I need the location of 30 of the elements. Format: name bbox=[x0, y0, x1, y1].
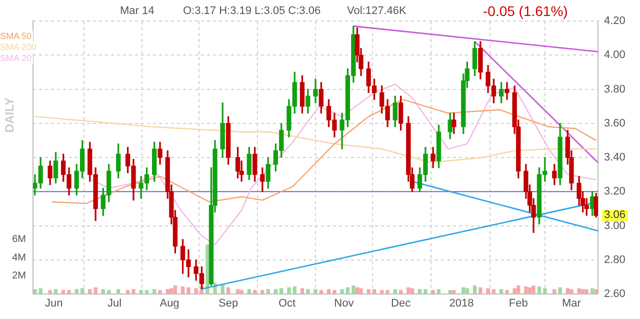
x-tick-label: Nov bbox=[334, 298, 354, 310]
text: SMA 20 bbox=[0, 53, 33, 64]
x-tick-label: 2018 bbox=[449, 298, 474, 310]
y-tick-label: 4.20 bbox=[604, 15, 626, 28]
y-tick-label: 3.60 bbox=[604, 117, 626, 130]
x-tick-label: Sep bbox=[218, 298, 238, 310]
x-tick-label: Dec bbox=[391, 298, 412, 310]
text: -0.05 (1.61%) bbox=[483, 3, 568, 19]
x-tick-label: Feb bbox=[508, 298, 528, 310]
y-tick-label: 2.80 bbox=[604, 254, 626, 266]
text: Vol:127.46K bbox=[347, 5, 406, 17]
x-tick-label: Mar bbox=[562, 298, 582, 310]
text: Mar 14 bbox=[120, 5, 154, 17]
text: SMA 200 bbox=[0, 42, 38, 53]
text: O:3.17 H:3.19 L:3.05 C:3.06 bbox=[183, 5, 321, 17]
x-tick-label: Oct bbox=[278, 298, 296, 310]
y-tick-label: 3.40 bbox=[604, 152, 626, 164]
x-tick-label: Aug bbox=[160, 298, 180, 310]
annotation: 3.06 bbox=[602, 208, 628, 220]
y-tick-label: 3.80 bbox=[604, 83, 626, 96]
x-tick-label: Jul bbox=[107, 298, 122, 310]
x-tick-label: Jun bbox=[44, 298, 63, 310]
y2-tick-label: 4M bbox=[12, 252, 26, 264]
y-tick-label: 3.20 bbox=[604, 186, 626, 198]
y-tick-label: 2.60 bbox=[604, 288, 626, 300]
text: SMA 50 bbox=[0, 31, 33, 42]
y-tick-label: 4.00 bbox=[604, 49, 626, 62]
y2-tick-label: 6M bbox=[12, 234, 26, 246]
y2-tick-label: 2M bbox=[12, 270, 26, 282]
y-tick-label: 3.00 bbox=[604, 220, 626, 232]
